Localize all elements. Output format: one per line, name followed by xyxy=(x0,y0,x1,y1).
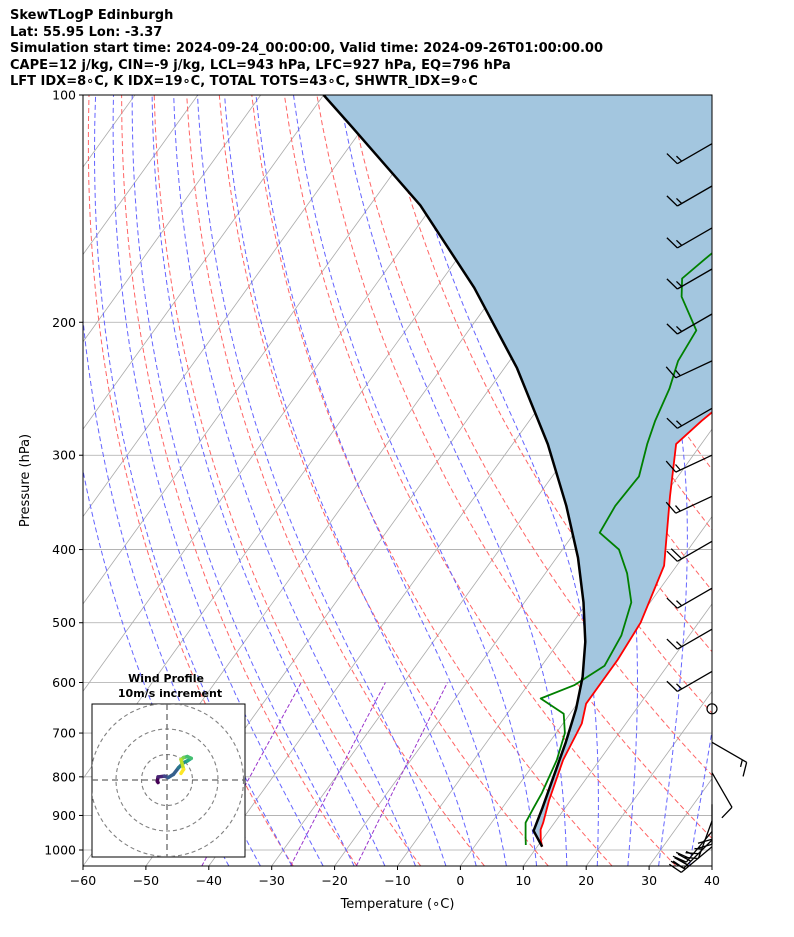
inset-subtitle: 10m/s increment xyxy=(118,687,222,700)
isotherm xyxy=(83,95,199,256)
isotherm xyxy=(83,95,324,430)
wind-barb xyxy=(665,454,713,473)
dry-adiabat xyxy=(316,95,712,840)
cape-area xyxy=(323,95,712,847)
wind-barb xyxy=(666,407,713,429)
moist-adiabat xyxy=(293,95,538,866)
dry-adiabat xyxy=(283,95,677,866)
x-tick-label: −10 xyxy=(384,873,410,888)
wind-barb xyxy=(666,227,713,249)
params-line: CAPE=12 j/kg, CIN=-9 j/kg, LCL=943 hPa, … xyxy=(10,57,511,73)
isotherm xyxy=(83,95,262,343)
moist-adiabat xyxy=(197,95,447,866)
indices-line: LFT IDX=8∘C, K IDX=19∘C, TOTAL TOTS=43∘C… xyxy=(10,74,478,89)
moist-adiabat xyxy=(339,95,568,866)
y-tick-label: 200 xyxy=(52,315,76,330)
isotherm xyxy=(83,95,387,518)
x-tick-label: 0 xyxy=(456,873,464,888)
moist-adiabat xyxy=(396,95,599,866)
isotherm xyxy=(711,865,712,866)
y-tick-label: 800 xyxy=(52,769,76,784)
y-tick-label: 100 xyxy=(52,88,76,103)
dry-adiabat xyxy=(218,95,549,866)
parcel-profile xyxy=(322,95,587,848)
x-tick-label: −20 xyxy=(321,873,347,888)
wind-barb xyxy=(711,741,748,777)
isotherm xyxy=(460,515,712,866)
wind-barb xyxy=(666,143,713,165)
moist-adiabat xyxy=(151,95,386,866)
inset-title: Wind Profile xyxy=(128,672,204,685)
wind-barb xyxy=(665,495,713,514)
isotherm xyxy=(0,95,72,866)
x-tick-label: 30 xyxy=(641,873,657,888)
wind-barb xyxy=(666,628,713,650)
mixing-ratio-line xyxy=(290,682,386,866)
y-tick-label: 400 xyxy=(52,542,76,557)
isotherm xyxy=(585,690,712,866)
dry-adiabat xyxy=(251,95,613,866)
wind-barb xyxy=(706,703,718,715)
x-tick-label: 10 xyxy=(515,873,531,888)
chart-title: SkewTLogP Edinburgh xyxy=(10,8,174,23)
x-tick-label: −60 xyxy=(70,873,96,888)
y-tick-label: 300 xyxy=(52,448,76,463)
dry-adiabat xyxy=(153,95,422,866)
location-line: Lat: 55.95 Lon: -3.37 xyxy=(10,24,163,40)
isotherm xyxy=(0,95,9,866)
time-line: Simulation start time: 2024-09-24_00:00:… xyxy=(10,41,603,56)
dry-adiabat xyxy=(773,95,794,866)
x-tick-label: 40 xyxy=(704,873,720,888)
wind-barb xyxy=(668,846,713,873)
dry-adiabat xyxy=(186,95,485,866)
y-tick-label: 1000 xyxy=(44,843,76,858)
dry-adiabat xyxy=(87,95,294,866)
y-tick-label: 600 xyxy=(52,675,76,690)
y-tick-label: 500 xyxy=(52,615,76,630)
hodograph-inset: Wind Profile 10m/s increment xyxy=(91,672,246,858)
wind-barb xyxy=(711,772,733,819)
isotherm xyxy=(271,253,712,866)
y-axis-label: Pressure (hPa) xyxy=(18,434,33,527)
wind-barb xyxy=(666,670,713,692)
wind-barb xyxy=(697,804,713,849)
x-tick-label: −40 xyxy=(196,873,222,888)
wind-barb xyxy=(683,820,713,860)
chart-header: SkewTLogP Edinburgh Lat: 55.95 Lon: -3.3… xyxy=(10,8,603,91)
wind-barb xyxy=(666,587,713,609)
x-tick-label: −50 xyxy=(133,873,159,888)
dry-adiabat xyxy=(381,95,712,714)
wind-barb xyxy=(666,313,713,335)
dry-adiabat xyxy=(707,95,712,105)
x-tick-label: −30 xyxy=(259,873,285,888)
wind-barb xyxy=(665,360,713,379)
isotherm xyxy=(522,603,712,866)
moist-adiabat xyxy=(173,95,416,866)
y-tick-label: 700 xyxy=(52,726,76,741)
dry-adiabat xyxy=(740,95,794,866)
hodograph-segment xyxy=(179,767,186,776)
moist-adiabat xyxy=(720,95,794,866)
moist-adiabat xyxy=(93,95,293,866)
wind-barbs xyxy=(665,143,748,873)
x-tick-label: 20 xyxy=(578,873,594,888)
moist-adiabat xyxy=(112,95,324,866)
isotherm xyxy=(83,95,450,605)
dry-adiabat xyxy=(121,95,358,866)
x-axis-label: Temperature (∘C) xyxy=(340,897,455,912)
moist-adiabat xyxy=(131,95,355,866)
wind-barb xyxy=(666,268,713,290)
axes: −60 −50 −40 −30 −20 −10 0 10 20 30 40 1000 900 800 700… xyxy=(18,88,720,913)
moist-adiabat xyxy=(224,95,477,866)
y-tick-label: 900 xyxy=(52,808,76,823)
wind-barb xyxy=(666,540,713,562)
isotherm xyxy=(83,95,513,692)
wind-barb xyxy=(666,185,713,207)
plot-area xyxy=(0,95,794,866)
dewpoint-profile xyxy=(524,252,712,846)
temperature-profile xyxy=(539,411,712,847)
mixing-ratio-line xyxy=(355,682,448,866)
